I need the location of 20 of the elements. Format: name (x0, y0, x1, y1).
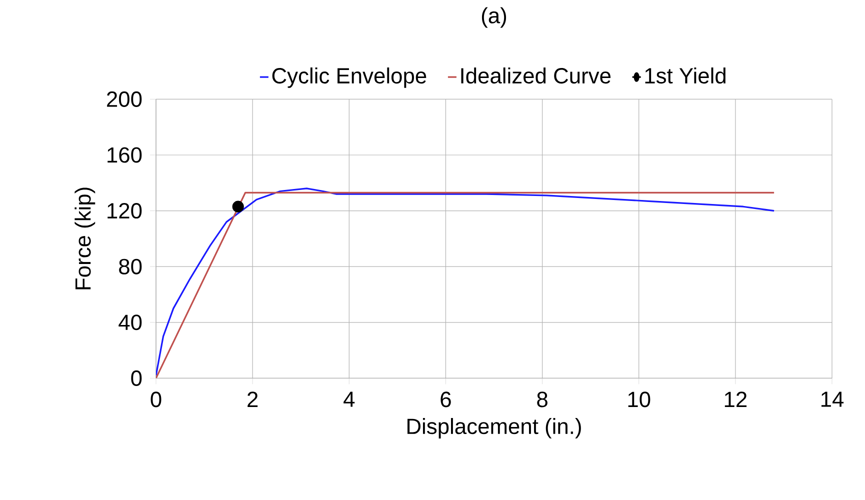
x-tick-label: 14 (821, 392, 844, 407)
y-tick-label: 200 (107, 91, 142, 107)
y-tick-label: 120 (108, 202, 142, 218)
x-tick-label: 2 (248, 392, 258, 407)
legend-label: Idealized Curve (461, 67, 611, 84)
x-axis-title: Displacement (in.) (407, 418, 581, 438)
y-tick-label: 40 (118, 314, 142, 330)
legend-label: 1st Yield (645, 67, 726, 84)
x-tick-label: 12 (724, 392, 747, 407)
legend-label: Cyclic Envelope (272, 67, 426, 88)
x-tick-label: 0 (150, 392, 162, 408)
y-tick-label: 80 (119, 258, 142, 274)
x-tick-label: 4 (344, 392, 355, 407)
y-tick-label: 0 (131, 370, 142, 386)
x-tick-label: 8 (537, 392, 548, 408)
y-tick-label: 160 (108, 147, 142, 163)
x-tick-label: 10 (628, 392, 650, 408)
y-axis-title: Force (kip) (74, 188, 96, 290)
chart-title: (a) (482, 7, 506, 28)
x-tick-label: 6 (440, 392, 451, 408)
